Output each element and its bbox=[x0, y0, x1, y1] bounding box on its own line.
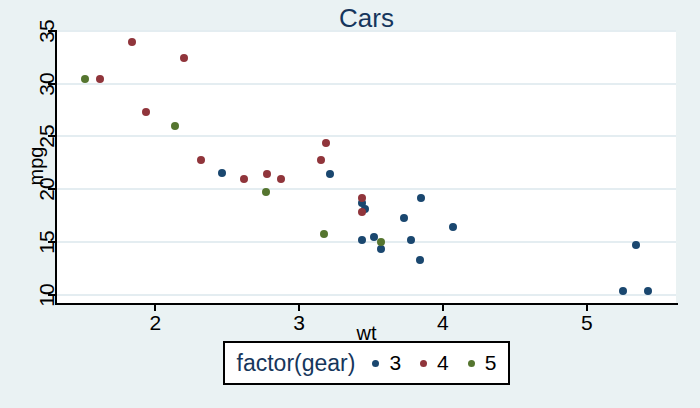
legend-title: factor(gear) bbox=[237, 350, 356, 377]
data-point-gear-3 bbox=[416, 256, 424, 264]
data-point-gear-3 bbox=[377, 245, 385, 253]
data-point-gear-3 bbox=[400, 214, 408, 222]
data-point-gear-3 bbox=[644, 287, 652, 295]
data-point-gear-4 bbox=[358, 208, 366, 216]
data-point-gear-4 bbox=[128, 38, 136, 46]
x-axis-line bbox=[55, 303, 678, 305]
y-tick-label-10: 10 bbox=[36, 273, 58, 317]
legend-marker-5 bbox=[468, 360, 475, 367]
y-tick-label-30: 30 bbox=[36, 62, 58, 106]
data-point-gear-3 bbox=[417, 194, 425, 202]
legend-label-4: 4 bbox=[437, 351, 449, 375]
data-point-gear-3 bbox=[218, 169, 226, 177]
data-point-gear-3 bbox=[632, 241, 640, 249]
data-point-gear-4 bbox=[277, 175, 285, 183]
data-point-gear-5 bbox=[171, 122, 179, 130]
legend-marker-4 bbox=[420, 360, 427, 367]
gridline-y-15 bbox=[57, 241, 676, 243]
legend-entry-5: 5 bbox=[468, 351, 497, 375]
legend-entries: 3 4 5 bbox=[372, 351, 496, 375]
gridline-y-35 bbox=[57, 30, 676, 32]
gridline-y-20 bbox=[57, 188, 676, 190]
data-point-gear-3 bbox=[449, 223, 457, 231]
data-point-gear-4 bbox=[263, 170, 271, 178]
data-point-gear-3 bbox=[619, 287, 627, 295]
gridline-y-10 bbox=[57, 294, 676, 296]
data-point-gear-5 bbox=[377, 238, 385, 246]
data-point-gear-3 bbox=[358, 236, 366, 244]
y-tick-label-35: 35 bbox=[36, 9, 58, 53]
plot-area bbox=[57, 30, 676, 303]
data-point-gear-4 bbox=[240, 175, 248, 183]
data-point-gear-3 bbox=[326, 170, 334, 178]
data-point-gear-4 bbox=[142, 108, 150, 116]
y-tick-label-15: 15 bbox=[36, 220, 58, 264]
chart-title: Cars bbox=[57, 4, 676, 32]
legend-marker-3 bbox=[372, 360, 379, 367]
legend-entry-3: 3 bbox=[372, 351, 401, 375]
legend-entry-4: 4 bbox=[420, 351, 449, 375]
data-point-gear-4 bbox=[197, 156, 205, 164]
data-point-gear-4 bbox=[180, 54, 188, 62]
y-axis-title: mpg bbox=[25, 134, 47, 198]
legend-container: factor(gear) 3 4 5 bbox=[57, 341, 676, 385]
data-point-gear-4 bbox=[317, 156, 325, 164]
stata-scatter-chart: Cars 1015202530352345 mpg wt factor(gear… bbox=[0, 0, 700, 408]
data-point-gear-4 bbox=[322, 139, 330, 147]
gridline-y-30 bbox=[57, 83, 676, 85]
legend-label-3: 3 bbox=[389, 351, 401, 375]
legend: factor(gear) 3 4 5 bbox=[223, 341, 511, 385]
gridline-y-25 bbox=[57, 135, 676, 137]
data-point-gear-5 bbox=[262, 188, 270, 196]
legend-label-5: 5 bbox=[485, 351, 497, 375]
data-point-gear-5 bbox=[320, 230, 328, 238]
